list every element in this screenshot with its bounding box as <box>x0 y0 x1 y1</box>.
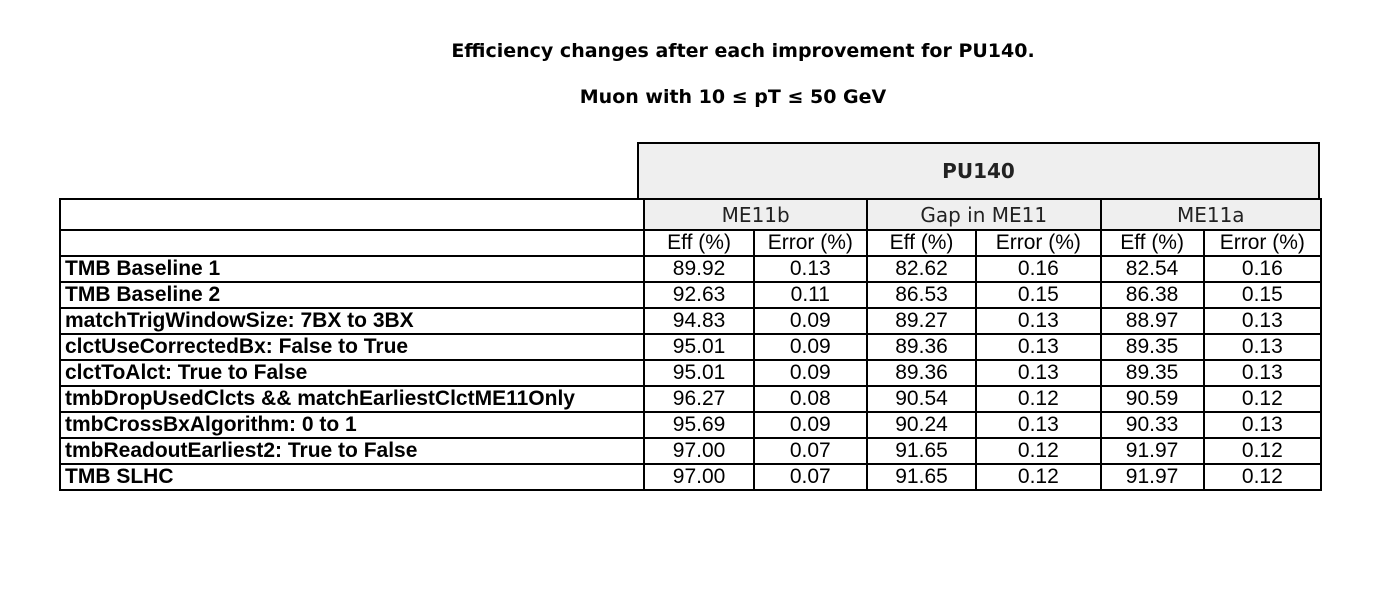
value-cell: 91.97 <box>1099 463 1205 491</box>
value-cell: 91.65 <box>865 437 978 465</box>
value-cell: 0.13 <box>1202 333 1323 361</box>
row-label: tmbReadoutEarliest2: True to False <box>58 437 646 465</box>
value-cell: 92.63 <box>643 281 755 309</box>
value-cell: 90.33 <box>1099 411 1205 439</box>
value-cell: 0.13 <box>975 359 1102 387</box>
pileup-header: PU140 <box>637 142 1320 198</box>
value-cell: 0.13 <box>752 255 868 283</box>
value-cell: 0.09 <box>752 359 868 387</box>
value-cell: 0.13 <box>975 333 1102 361</box>
table-row: tmbCrossBxAlgorithm: 0 to 1 95.69 0.09 90.2… <box>58 411 1323 439</box>
value-cell: 89.35 <box>1099 333 1205 361</box>
empty-header-cell <box>58 229 646 257</box>
value-cell: 0.15 <box>975 281 1102 309</box>
value-cell: 95.01 <box>643 359 755 387</box>
value-cell: 0.13 <box>1202 307 1323 335</box>
value-cell: 97.00 <box>643 463 755 491</box>
value-cell: 88.97 <box>1099 307 1205 335</box>
table-row: clctToAlct: True to False 95.01 0.09 89.36 0… <box>58 359 1323 387</box>
value-cell: 0.12 <box>1202 463 1323 491</box>
column-header: Eff (%) <box>865 229 978 257</box>
row-label: matchTrigWindowSize: 7BX to 3BX <box>58 307 646 335</box>
group-gap-in-me11: Gap in ME11 <box>865 198 1102 231</box>
row-label: tmbDropUsedClcts && matchEarliestClctME1… <box>58 385 646 413</box>
column-header-row: Eff (%) Error (%) Eff (%) Error (%) Eff … <box>58 229 1323 257</box>
value-cell: 0.12 <box>975 385 1102 413</box>
value-cell: 0.13 <box>1202 359 1323 387</box>
value-cell: 0.08 <box>752 385 868 413</box>
value-cell: 96.27 <box>643 385 755 413</box>
value-cell: 0.09 <box>752 307 868 335</box>
value-cell: 0.09 <box>752 411 868 439</box>
value-cell: 0.11 <box>752 281 868 309</box>
value-cell: 90.24 <box>865 411 978 439</box>
value-cell: 0.13 <box>975 411 1102 439</box>
value-cell: 0.12 <box>975 463 1102 491</box>
value-cell: 86.53 <box>865 281 978 309</box>
value-cell: 82.62 <box>865 255 978 283</box>
row-label: TMB Baseline 2 <box>58 281 646 309</box>
group-me11a: ME11a <box>1099 198 1323 231</box>
value-cell: 97.00 <box>643 437 755 465</box>
value-cell: 89.35 <box>1099 359 1205 387</box>
table-row: clctUseCorrectedBx: False to True 95.01 0.… <box>58 333 1323 361</box>
column-header: Error (%) <box>975 229 1102 257</box>
value-cell: 89.27 <box>865 307 978 335</box>
row-label: tmbCrossBxAlgorithm: 0 to 1 <box>58 411 646 439</box>
value-cell: 0.12 <box>1202 385 1323 413</box>
value-cell: 90.59 <box>1099 385 1205 413</box>
value-cell: 0.07 <box>752 463 868 491</box>
value-cell: 82.54 <box>1099 255 1205 283</box>
page-subtitle: Muon with 10 ≤ pT ≤ 50 GeV <box>579 86 887 108</box>
value-cell: 0.13 <box>975 307 1102 335</box>
value-cell: 0.09 <box>752 333 868 361</box>
value-cell: 89.36 <box>865 333 978 361</box>
group-me11b: ME11b <box>643 198 868 231</box>
value-cell: 0.12 <box>975 437 1102 465</box>
value-cell: 95.69 <box>643 411 755 439</box>
value-cell: 91.65 <box>865 463 978 491</box>
value-cell: 86.38 <box>1099 281 1205 309</box>
value-cell: 94.83 <box>643 307 755 335</box>
table-row: TMB Baseline 1 89.92 0.13 82.62 0.16 82.54 0.1… <box>58 255 1323 283</box>
efficiency-table: ME11b Gap in ME11 ME11a Eff (%) Error (%… <box>58 198 1323 491</box>
column-header: Error (%) <box>752 229 868 257</box>
value-cell: 89.92 <box>643 255 755 283</box>
table-row: tmbDropUsedClcts && matchEarliestClctME1… <box>58 385 1323 413</box>
row-label: clctToAlct: True to False <box>58 359 646 387</box>
row-label: TMB SLHC <box>58 463 646 491</box>
page-title: Efficiency changes after each improvemen… <box>451 40 1035 62</box>
value-cell: 0.13 <box>1202 411 1323 439</box>
value-cell: 90.54 <box>865 385 978 413</box>
empty-header-cell <box>58 198 646 231</box>
table-row: TMB SLHC 97.00 0.07 91.65 0.12 91.97 0.12 <box>58 463 1323 491</box>
value-cell: 91.97 <box>1099 437 1205 465</box>
row-label: TMB Baseline 1 <box>58 255 646 283</box>
value-cell: 0.12 <box>1202 437 1323 465</box>
table-row: tmbReadoutEarliest2: True to False 97.00 0… <box>58 437 1323 465</box>
value-cell: 0.07 <box>752 437 868 465</box>
column-header: Eff (%) <box>643 229 755 257</box>
table-row: TMB Baseline 2 92.63 0.11 86.53 0.15 86.38 0.1… <box>58 281 1323 309</box>
value-cell: 95.01 <box>643 333 755 361</box>
table-row: matchTrigWindowSize: 7BX to 3BX 94.83 0.09… <box>58 307 1323 335</box>
value-cell: 0.15 <box>1202 281 1323 309</box>
column-header: Error (%) <box>1202 229 1323 257</box>
row-label: clctUseCorrectedBx: False to True <box>58 333 646 361</box>
column-header: Eff (%) <box>1099 229 1205 257</box>
value-cell: 0.16 <box>1202 255 1323 283</box>
value-cell: 0.16 <box>975 255 1102 283</box>
value-cell: 89.36 <box>865 359 978 387</box>
group-header-row: ME11b Gap in ME11 ME11a <box>58 198 1323 231</box>
